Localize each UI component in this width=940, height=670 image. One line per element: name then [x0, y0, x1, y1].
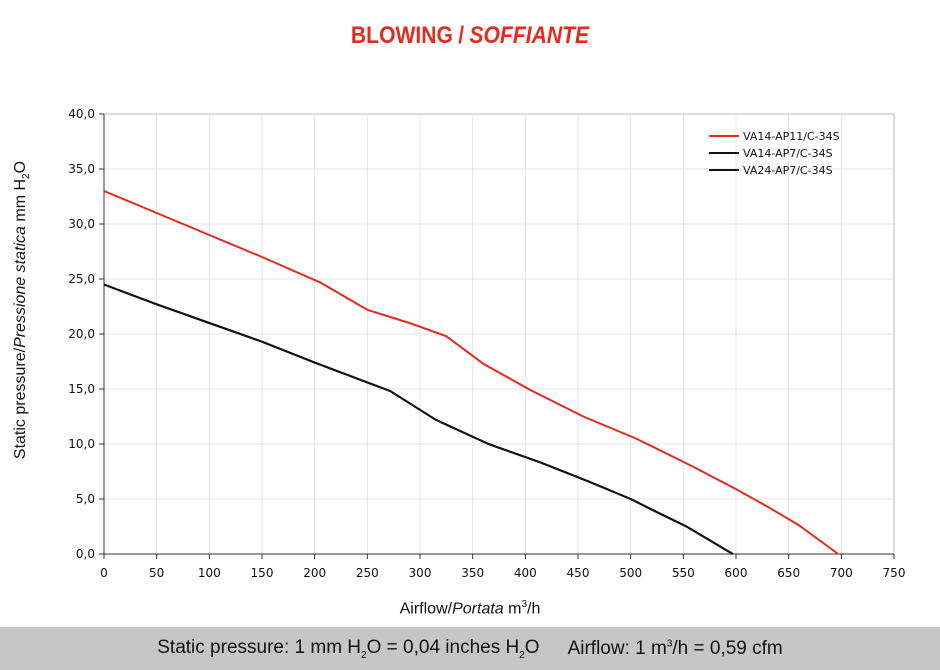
y-tick-label: 25,0 [68, 272, 95, 286]
y-tick-label: 0,0 [76, 547, 95, 561]
x-axis-label-main: Airflow [399, 600, 448, 618]
footer-pressure-end: O [524, 636, 540, 658]
chart-title: BLOWING / SOFFIANTE [56, 22, 883, 50]
x-tick-label: 100 [198, 566, 221, 580]
line-chart: 0 50 100 150 200 250 300 350 400 450 500 550 600 650 7… [68, 107, 905, 580]
axes: 0 50 100 150 200 250 300 350 400 450 500 550 600 650 7… [68, 107, 905, 580]
x-tick-label: 700 [830, 566, 853, 580]
y-axis-unit-o: O [11, 160, 29, 174]
y-tick-label: 30,0 [68, 217, 95, 231]
legend-label: VA24-AP7/C-34S [743, 164, 833, 177]
x-axis-label: Airflow/Portata m3/h [0, 599, 940, 618]
x-tick-label: 400 [514, 566, 537, 580]
footer-airflow-text: Airflow: 1 m [567, 637, 667, 659]
x-tick-label: 0 [100, 566, 108, 580]
x-tick-label: 150 [251, 566, 274, 580]
y-tick-label: 5,0 [76, 492, 95, 506]
chart-title-main: BLOWING [350, 22, 453, 49]
y-axis-unit-sub: 2 [21, 173, 33, 179]
y-tick-label: 20,0 [68, 327, 95, 341]
y-tick-label: 15,0 [68, 382, 95, 396]
footer-pressure-text: Static pressure: 1 mm H [157, 636, 362, 658]
series-line-3 [103, 283, 734, 555]
series-layer [103, 190, 839, 555]
x-tick-label: 500 [619, 566, 642, 580]
x-tick-label: 450 [567, 566, 590, 580]
footer-pressure-sub: 2 [361, 649, 367, 661]
x-tick-label: 250 [356, 566, 379, 580]
footer-pressure-mid: O = 0,04 inches H [366, 636, 520, 658]
y-axis-label-main: Static pressure [11, 352, 29, 460]
footer-airflow-end: /h = 0,59 cfm [672, 637, 783, 659]
x-axis-label-italic: Portata [452, 600, 504, 618]
y-tick-label: 10,0 [68, 437, 95, 451]
x-tick-label: 200 [303, 566, 326, 580]
x-axis-unit-suffix: /h [527, 600, 541, 618]
y-axis-label-italic: Pressione statica [11, 226, 29, 348]
footer-airflow-sup: 3 [666, 638, 673, 650]
y-tick-label: 40,0 [68, 107, 95, 121]
footer-pressure: Static pressure: 1 mm H2O = 0,04 inches … [157, 637, 539, 661]
x-axis-unit-prefix: m [508, 600, 522, 618]
x-tick-label: 50 [149, 566, 164, 580]
y-axis-label-slash: / [11, 347, 29, 353]
y-tick-label: 35,0 [68, 162, 95, 176]
x-tick-label: 550 [672, 566, 695, 580]
x-tick-label: 300 [409, 566, 432, 580]
x-tick-label: 750 [883, 566, 906, 580]
chart-title-italic: SOFFIANTE [469, 22, 590, 49]
y-axis-unit-h: H [11, 178, 29, 191]
legend-label: VA14-AP11/C-34S [743, 130, 840, 143]
x-tick-label: 650 [777, 566, 800, 580]
y-axis-unit-prefix: mm [11, 194, 29, 222]
legend: VA14-AP11/C-34S VA14-AP7/C-34S VA24-AP7/C-… [709, 130, 840, 177]
x-axis-unit-sup: 3 [521, 599, 528, 610]
conversion-footer: Static pressure: 1 mm H2O = 0,04 inches … [0, 627, 940, 670]
x-tick-label: 600 [725, 566, 748, 580]
footer-airflow: Airflow: 1 m3/h = 0,59 cfm [568, 638, 783, 660]
footer-pressure-sub2: 2 [519, 649, 525, 661]
legend-label: VA14-AP7/C-34S [743, 147, 833, 160]
x-tick-label: 350 [461, 566, 484, 580]
grid-lines [104, 114, 894, 554]
chart-title-slash: / [458, 22, 465, 49]
series-line-1 [103, 190, 839, 555]
x-axis-label-slash: / [447, 600, 453, 618]
